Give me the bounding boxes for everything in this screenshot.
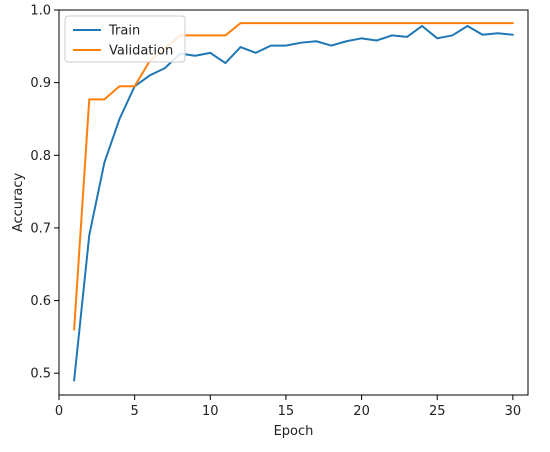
y-tick-label: 0.6 bbox=[30, 294, 51, 309]
x-tick-label: 15 bbox=[278, 404, 295, 419]
y-axis-ticks: 0.5 0.6 0.7 0.8 0.9 1.0 bbox=[30, 4, 59, 382]
series-line-validation bbox=[73, 22, 514, 331]
x-tick-label: 30 bbox=[505, 404, 522, 419]
x-tick-label: 10 bbox=[202, 404, 219, 419]
x-tick-label: 25 bbox=[429, 404, 446, 419]
x-tick-label: 20 bbox=[353, 404, 370, 419]
series-layer bbox=[73, 22, 514, 382]
legend-label-validation: Validation bbox=[109, 44, 173, 59]
y-axis-label: Accuracy bbox=[11, 173, 26, 233]
y-tick-label: 1.0 bbox=[30, 4, 51, 19]
x-tick-label: 0 bbox=[55, 404, 63, 419]
legend-label-train: Train bbox=[108, 24, 140, 39]
x-axis-label: Epoch bbox=[274, 424, 314, 439]
plot-frame bbox=[58, 9, 529, 396]
y-tick-label: 0.7 bbox=[30, 221, 51, 236]
series-line-train bbox=[73, 24, 514, 382]
x-tick-label: 5 bbox=[131, 404, 139, 419]
y-tick-label: 0.9 bbox=[30, 76, 51, 91]
y-tick-label: 0.5 bbox=[30, 367, 51, 382]
y-tick-label: 0.8 bbox=[30, 149, 51, 164]
x-axis-ticks: 0 5 10 15 20 25 30 bbox=[55, 395, 521, 419]
legend: Train Validation bbox=[64, 15, 186, 63]
